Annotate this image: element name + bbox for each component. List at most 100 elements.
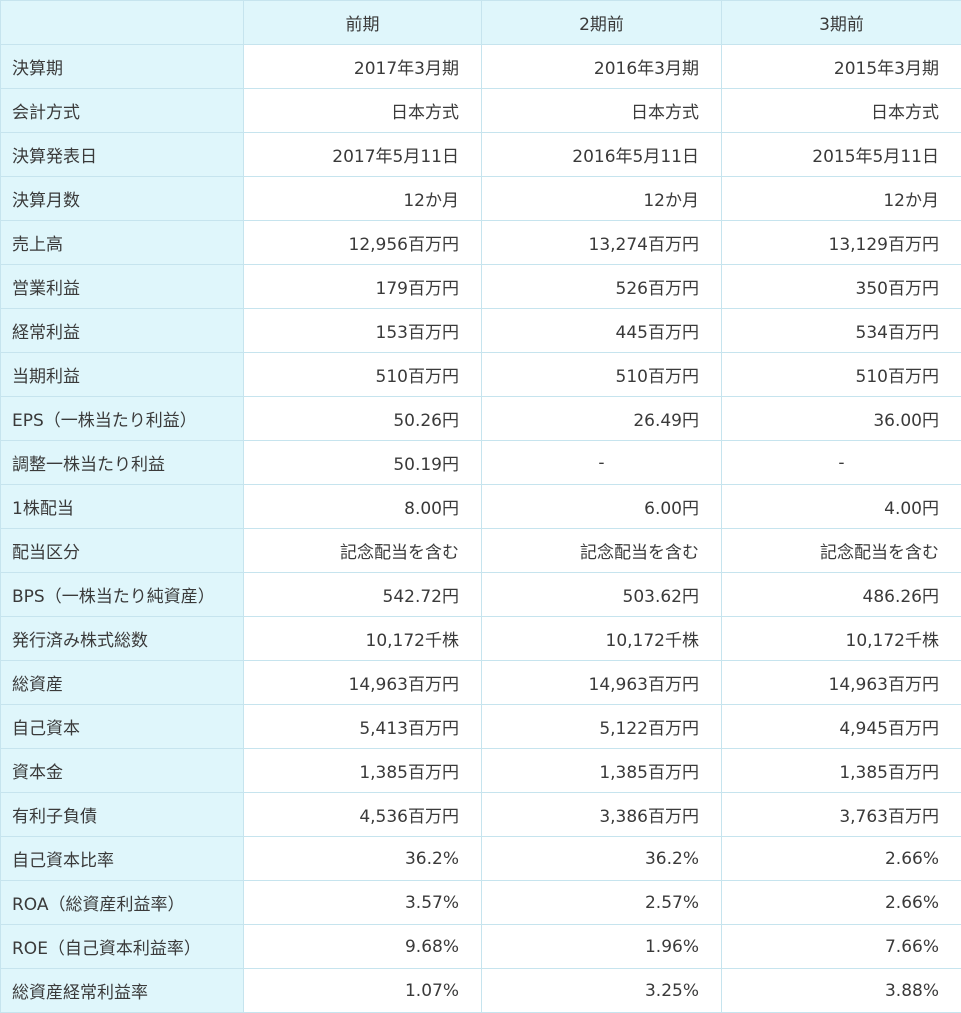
row-value-cell: 510百万円 [722, 353, 961, 397]
table-row: 会計方式日本方式日本方式日本方式 [1, 89, 961, 133]
table-row: ROE（自己資本利益率）9.68%1.96%7.66% [1, 925, 961, 969]
row-label: 決算発表日 [1, 133, 244, 177]
row-value-cell: 9.68% [244, 925, 482, 969]
header-corner-cell [1, 1, 244, 45]
row-value-cell: 179百万円 [244, 265, 482, 309]
row-value-cell: 50.26円 [244, 397, 482, 441]
row-value-cell: 2015年3月期 [722, 45, 961, 89]
row-value-cell: 記念配当を含む [482, 529, 722, 573]
row-value-cell: 350百万円 [722, 265, 961, 309]
row-value-cell: 1,385百万円 [722, 749, 961, 793]
row-value-cell: 13,274百万円 [482, 221, 722, 265]
row-label: 自己資本 [1, 705, 244, 749]
row-value-cell: 3.57% [244, 881, 482, 925]
row-label: ROE（自己資本利益率） [1, 925, 244, 969]
row-value-cell: 503.62円 [482, 573, 722, 617]
row-value-cell: 2.57% [482, 881, 722, 925]
row-value-cell: 12,956百万円 [244, 221, 482, 265]
row-value-cell: 3,763百万円 [722, 793, 961, 837]
row-value-cell: 4.00円 [722, 485, 961, 529]
header-period-two-ago: 2期前 [482, 1, 722, 45]
row-value-cell: - [482, 441, 722, 485]
row-label: 発行済み株式総数 [1, 617, 244, 661]
table-row: ROA（総資産利益率）3.57%2.57%2.66% [1, 881, 961, 925]
table-row: 配当区分記念配当を含む記念配当を含む記念配当を含む [1, 529, 961, 573]
row-value-cell: 50.19円 [244, 441, 482, 485]
row-label: 売上高 [1, 221, 244, 265]
row-value-cell: 445百万円 [482, 309, 722, 353]
row-label: BPS（一株当たり純資産） [1, 573, 244, 617]
row-value-cell: - [722, 441, 961, 485]
row-value-cell: 13,129百万円 [722, 221, 961, 265]
row-value-cell: 12か月 [482, 177, 722, 221]
row-value-cell: 2016年5月11日 [482, 133, 722, 177]
row-value-cell: 12か月 [244, 177, 482, 221]
table-header: 前期 2期前 3期前 [1, 1, 961, 45]
row-value-cell: 12か月 [722, 177, 961, 221]
row-label: 配当区分 [1, 529, 244, 573]
header-period-three-ago: 3期前 [722, 1, 961, 45]
row-label: EPS（一株当たり利益） [1, 397, 244, 441]
row-label: 決算期 [1, 45, 244, 89]
row-value-cell: 14,963百万円 [482, 661, 722, 705]
row-value-cell: 5,413百万円 [244, 705, 482, 749]
row-value-cell: 日本方式 [722, 89, 961, 133]
row-value-cell: 7.66% [722, 925, 961, 969]
row-value-cell: 36.00円 [722, 397, 961, 441]
row-label: 会計方式 [1, 89, 244, 133]
row-label: 決算月数 [1, 177, 244, 221]
row-label: 総資産 [1, 661, 244, 705]
row-value-cell: 534百万円 [722, 309, 961, 353]
row-value-cell: 10,172千株 [482, 617, 722, 661]
header-period-previous: 前期 [244, 1, 482, 45]
row-value-cell: 4,945百万円 [722, 705, 961, 749]
row-label: 当期利益 [1, 353, 244, 397]
row-label: 経常利益 [1, 309, 244, 353]
row-label: 1株配当 [1, 485, 244, 529]
row-value-cell: 日本方式 [244, 89, 482, 133]
row-value-cell: 510百万円 [482, 353, 722, 397]
row-value-cell: 36.2% [244, 837, 482, 881]
row-value-cell: 5,122百万円 [482, 705, 722, 749]
row-value-cell: 1,385百万円 [482, 749, 722, 793]
row-value-cell: 1.07% [244, 969, 482, 1013]
row-value-cell: 8.00円 [244, 485, 482, 529]
row-value-cell: 3,386百万円 [482, 793, 722, 837]
row-label: 自己資本比率 [1, 837, 244, 881]
row-value-cell: 記念配当を含む [244, 529, 482, 573]
row-value-cell: 2017年5月11日 [244, 133, 482, 177]
row-value-cell: 153百万円 [244, 309, 482, 353]
row-value-cell: 4,536百万円 [244, 793, 482, 837]
row-value-cell: 14,963百万円 [722, 661, 961, 705]
row-value-cell: 36.2% [482, 837, 722, 881]
row-value-cell: 1.96% [482, 925, 722, 969]
row-value-cell: 526百万円 [482, 265, 722, 309]
row-value-cell: 2.66% [722, 881, 961, 925]
row-value-cell: 510百万円 [244, 353, 482, 397]
row-value-cell: 2016年3月期 [482, 45, 722, 89]
row-value-cell: 日本方式 [482, 89, 722, 133]
row-label: 営業利益 [1, 265, 244, 309]
row-value-cell: 2017年3月期 [244, 45, 482, 89]
row-label: ROA（総資産利益率） [1, 881, 244, 925]
row-label: 資本金 [1, 749, 244, 793]
